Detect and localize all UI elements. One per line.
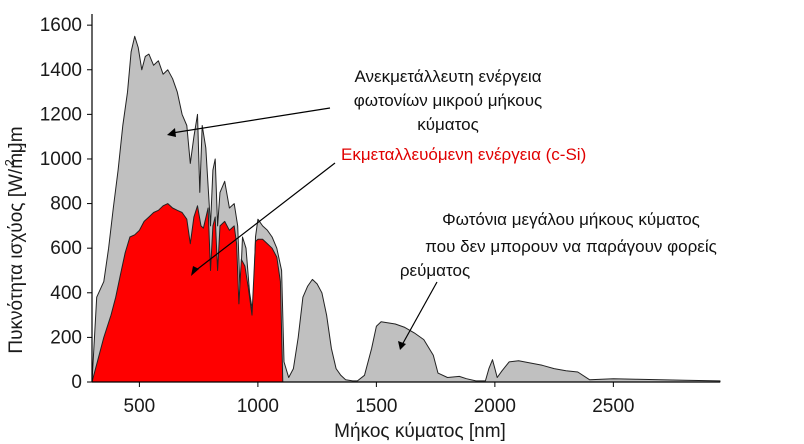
- y-tick-label: 200: [50, 327, 82, 348]
- annotation-long-wave-line-1: Φωτόνια μεγάλου μήκους κύματος: [442, 210, 700, 229]
- annotation-long-wave-line-2: που δεν μπορουν να παράγουν φορείς: [425, 237, 717, 256]
- y-tick-label: 400: [50, 283, 82, 304]
- annotation-unused-short-line-3: κύματος: [417, 115, 479, 134]
- annotation-unused-short-line-2: φωτονίων μικρού μήκους: [354, 91, 542, 110]
- x-tick-label: 1000: [237, 396, 279, 417]
- axis-ticks: 500 1000 1500 2000 2500 0 200 400 600 800 1000 1200…: [40, 15, 635, 417]
- y-tick-label: 1600: [40, 15, 82, 36]
- y-axis-label-unit: μm: [6, 126, 27, 153]
- y-axis-label-exponent: 2: [2, 159, 17, 166]
- annotation-unused-short-line-1: Ανεκμετάλλευτη ενέργεια: [354, 67, 541, 86]
- arrowhead-long-wave: [398, 341, 406, 350]
- arrow-unused-short: [171, 107, 331, 134]
- arrow-used-energy: [194, 162, 336, 272]
- annotations: Ανεκμετάλλευτη ενέργεια φωτονίων μικρού …: [341, 67, 717, 280]
- annotation-used-energy: Εκμεταλλευόμενη ενέργεια (c-Si): [341, 145, 586, 164]
- arrowhead-unused-short: [167, 128, 176, 137]
- arrow-long-wave: [401, 281, 438, 346]
- x-tick-label: 500: [124, 396, 156, 417]
- y-tick-label: 1000: [40, 149, 82, 170]
- annotation-long-wave-line-3: ρεύματος: [400, 261, 470, 280]
- y-axis-label: Πυκνότητα ισχύος [W/m ]2 μm: [2, 126, 27, 353]
- x-tick-label: 1500: [355, 396, 397, 417]
- annotation-arrows: [167, 107, 438, 350]
- y-tick-label: 1200: [40, 104, 82, 125]
- y-tick-label: 0: [71, 372, 82, 393]
- y-tick-label: 1400: [40, 60, 82, 81]
- series-area-1: [91, 203, 284, 383]
- x-tick-label: 2500: [592, 396, 634, 417]
- y-axis-label-main: Πυκνότητα ισχύος [W/m ]: [6, 142, 27, 353]
- y-tick-label: 800: [50, 194, 82, 215]
- x-axis-label: Μήκος κύματος [nm]: [334, 421, 506, 442]
- x-tick-label: 2000: [474, 396, 516, 417]
- plot-area: [91, 35, 721, 383]
- y-tick-label: 600: [50, 238, 82, 259]
